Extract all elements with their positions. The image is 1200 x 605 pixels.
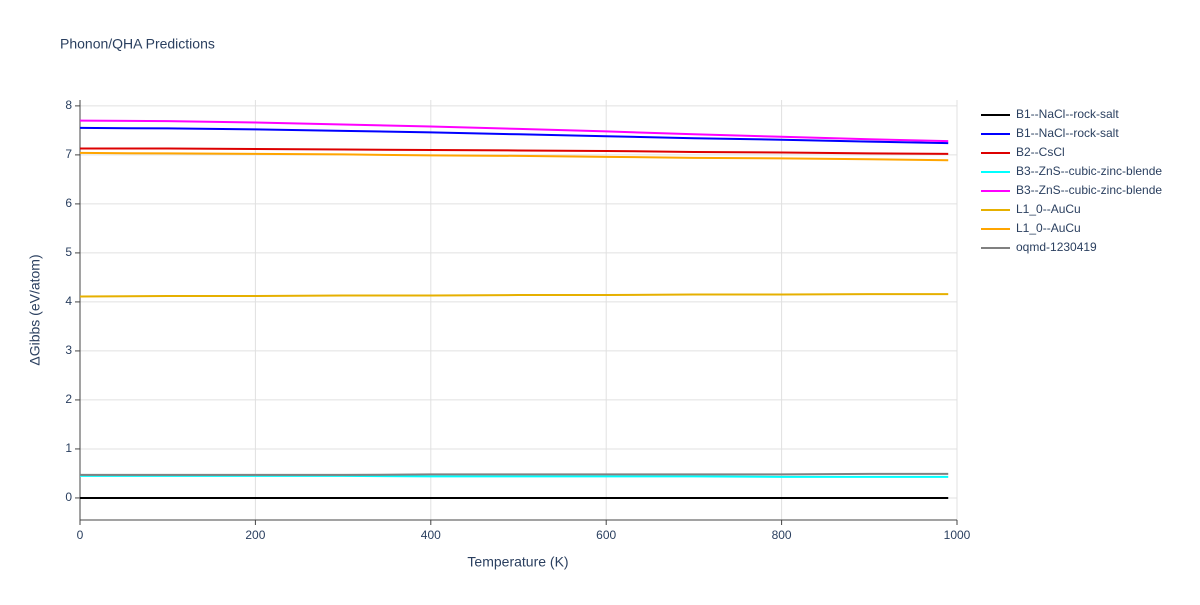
series-line: [80, 147, 949, 155]
series-line: [79, 119, 949, 143]
y-axis-label: ΔGibbs (eV/atom): [27, 254, 43, 365]
x-tick-label: 0: [77, 528, 84, 542]
x-tick-label: 600: [596, 528, 616, 542]
x-tick-label: 800: [772, 528, 792, 542]
x-tick-label: 400: [421, 528, 441, 542]
series-line: [79, 293, 949, 298]
series-line: [79, 126, 949, 145]
y-tick-label: 5: [65, 245, 72, 259]
legend-label: B3--ZnS--cubic-zinc-blende: [1016, 164, 1162, 178]
y-tick-label: 0: [65, 490, 72, 504]
legend-label: B2--CsCl: [1016, 145, 1065, 159]
y-tick-label: 1: [65, 441, 72, 455]
y-tick-label: 6: [65, 196, 72, 210]
y-tick-label: 7: [65, 147, 72, 161]
legend-label: L1_0--AuCu: [1016, 221, 1081, 235]
x-tick-label: 200: [245, 528, 265, 542]
chart-title: Phonon/QHA Predictions: [60, 36, 215, 52]
legend-label: B1--NaCl--rock-salt: [1016, 107, 1119, 121]
y-tick-label: 3: [65, 343, 72, 357]
legend-label: L1_0--AuCu: [1016, 202, 1081, 216]
y-tick-label: 8: [65, 98, 72, 112]
x-axis-label: Temperature (K): [467, 554, 568, 570]
x-tick-label: 1000: [944, 528, 971, 542]
y-tick-label: 4: [65, 294, 72, 308]
series-line: [80, 472, 949, 476]
series-line: [79, 151, 949, 162]
series-line: [80, 474, 949, 478]
legend-label: B1--NaCl--rock-salt: [1016, 126, 1119, 140]
y-tick-label: 2: [65, 392, 72, 406]
legend-label: oqmd-1230419: [1016, 240, 1097, 254]
legend-label: B3--ZnS--cubic-zinc-blende: [1016, 183, 1162, 197]
